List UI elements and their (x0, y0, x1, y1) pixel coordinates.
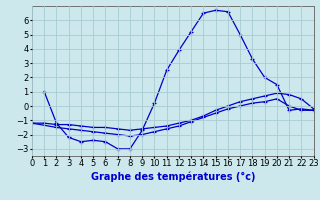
X-axis label: Graphe des températures (°c): Graphe des températures (°c) (91, 171, 255, 182)
